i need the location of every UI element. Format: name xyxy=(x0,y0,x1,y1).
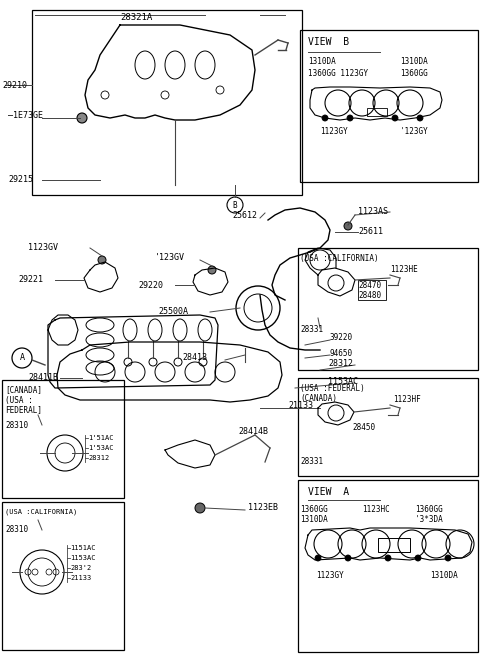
Text: 28414B: 28414B xyxy=(238,428,268,436)
Text: 1310DA: 1310DA xyxy=(400,58,428,66)
Text: 1360GG: 1360GG xyxy=(300,505,328,514)
Bar xyxy=(32,10,302,195)
Bar xyxy=(2,502,124,650)
Bar xyxy=(300,30,478,182)
Text: 28312: 28312 xyxy=(328,359,353,367)
Text: 29221: 29221 xyxy=(18,275,43,284)
Bar xyxy=(298,378,478,476)
Text: 1123HC: 1123HC xyxy=(362,505,390,514)
Bar xyxy=(298,248,478,370)
Bar xyxy=(298,480,478,652)
Circle shape xyxy=(77,113,87,123)
Text: 28312: 28312 xyxy=(88,455,109,461)
Text: 283'2: 283'2 xyxy=(70,565,91,571)
Circle shape xyxy=(347,115,353,121)
Circle shape xyxy=(98,256,106,264)
Bar xyxy=(378,538,410,552)
Text: 29215: 29215 xyxy=(8,175,33,183)
Text: 94650: 94650 xyxy=(330,348,353,357)
Text: 1310DA: 1310DA xyxy=(300,516,328,524)
Text: 25500A: 25500A xyxy=(158,307,188,317)
Text: 1153AC: 1153AC xyxy=(70,555,96,561)
Circle shape xyxy=(344,222,352,230)
Text: 28321A: 28321A xyxy=(120,14,152,22)
Text: 28450: 28450 xyxy=(352,424,375,432)
Text: 1123GV: 1123GV xyxy=(28,244,58,252)
Text: VIEW  A: VIEW A xyxy=(308,487,349,497)
Circle shape xyxy=(208,266,216,274)
Circle shape xyxy=(385,555,391,561)
Text: 1360GG 1123GY: 1360GG 1123GY xyxy=(308,68,368,78)
Text: 1123EB: 1123EB xyxy=(248,503,278,512)
Text: (USA :FEDERAL): (USA :FEDERAL) xyxy=(300,384,365,392)
Text: 1'53AC: 1'53AC xyxy=(88,445,113,451)
Text: 1151AC: 1151AC xyxy=(70,545,96,551)
Bar xyxy=(367,108,387,116)
Text: (USA :: (USA : xyxy=(5,396,33,405)
Text: 28480: 28480 xyxy=(358,292,381,300)
Text: 29220: 29220 xyxy=(138,281,163,290)
Circle shape xyxy=(195,503,205,513)
Text: 28411B: 28411B xyxy=(28,373,58,382)
Text: 1310DA: 1310DA xyxy=(430,570,458,579)
Text: 1123GY: 1123GY xyxy=(316,570,344,579)
Text: 1123HE: 1123HE xyxy=(390,265,418,275)
Text: 25611: 25611 xyxy=(358,227,383,237)
Text: '123GV: '123GV xyxy=(155,254,185,263)
Text: 28413: 28413 xyxy=(182,353,207,363)
Text: 1123GY: 1123GY xyxy=(320,127,348,137)
Text: 1360GG: 1360GG xyxy=(415,505,443,514)
Text: VIEW  B: VIEW B xyxy=(308,37,349,47)
Text: 21133: 21133 xyxy=(70,575,91,581)
Circle shape xyxy=(445,555,451,561)
Text: 21133: 21133 xyxy=(288,401,313,409)
Text: 29210: 29210 xyxy=(2,81,27,89)
Text: B: B xyxy=(233,200,237,210)
Text: FEDERAL]: FEDERAL] xyxy=(5,405,42,415)
Text: 28331: 28331 xyxy=(300,325,323,334)
Circle shape xyxy=(392,115,398,121)
Circle shape xyxy=(417,115,423,121)
Circle shape xyxy=(322,115,328,121)
Text: 28310: 28310 xyxy=(5,420,28,430)
Text: 1153AC: 1153AC xyxy=(328,376,358,386)
Text: 1123HF: 1123HF xyxy=(393,396,421,405)
Bar xyxy=(2,380,124,498)
Text: 25612: 25612 xyxy=(232,210,257,219)
Text: 1123AS: 1123AS xyxy=(358,206,388,215)
Text: 1'51AC: 1'51AC xyxy=(88,435,113,441)
Text: '123GY: '123GY xyxy=(400,127,428,137)
Text: (CANADA): (CANADA) xyxy=(300,394,337,403)
Text: A: A xyxy=(20,353,24,363)
Text: 28310: 28310 xyxy=(5,526,28,535)
Text: 1310DA: 1310DA xyxy=(308,58,336,66)
Text: 28470: 28470 xyxy=(358,281,381,290)
Text: 39220: 39220 xyxy=(330,334,353,342)
Circle shape xyxy=(315,555,321,561)
Text: (USA :CALIFORNIA): (USA :CALIFORNIA) xyxy=(300,254,379,263)
Text: —1E73GE: —1E73GE xyxy=(8,112,43,120)
Circle shape xyxy=(415,555,421,561)
Text: [CANADA]: [CANADA] xyxy=(5,386,42,394)
Text: '3*3DA: '3*3DA xyxy=(415,516,443,524)
Text: (USA :CALIFORNIA): (USA :CALIFORNIA) xyxy=(5,509,77,515)
Circle shape xyxy=(345,555,351,561)
Text: 1360GG: 1360GG xyxy=(400,68,428,78)
Bar xyxy=(358,280,386,300)
Text: 28331: 28331 xyxy=(300,457,323,466)
